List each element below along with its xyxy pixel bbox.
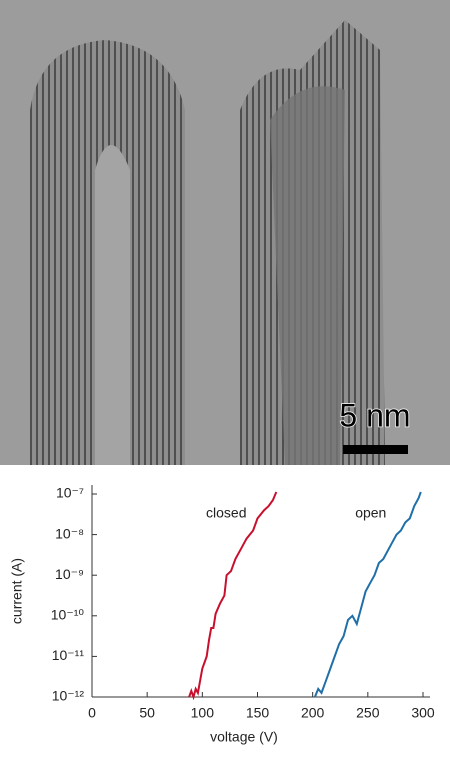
chart: voltage (V) current (A) 0 50 100 150 200 250 3…: [9, 485, 435, 745]
x-tick-label: 300: [411, 705, 435, 721]
y-tick-label: 10⁻¹²: [52, 688, 85, 704]
series-line: [188, 491, 278, 701]
x-tick-label: 100: [191, 705, 215, 721]
y-tick-label: 10⁻⁸: [55, 525, 84, 541]
x-axis-label: voltage (V): [210, 729, 278, 745]
amorphous-region: [270, 86, 345, 465]
x-tick-label: 200: [301, 705, 325, 721]
scale-label: 5 nm: [339, 397, 410, 433]
micrograph: 5 nm: [0, 0, 450, 465]
series-label: open: [355, 505, 386, 521]
x-tick-label: 250: [356, 705, 380, 721]
x-tick-label: 150: [246, 705, 270, 721]
series-label: closed: [206, 505, 246, 521]
y-tick-label: 10⁻¹⁰: [51, 607, 85, 623]
x-tick-label: 50: [139, 705, 155, 721]
x-tick-label: 0: [88, 705, 96, 721]
scale-bar: [343, 445, 408, 454]
series-line: [313, 491, 422, 698]
y-tick-label: 10⁻⁷: [56, 485, 84, 501]
y-tick-label: 10⁻⁹: [55, 566, 84, 582]
nanotube-core: [95, 145, 130, 465]
y-tick-label: 10⁻¹¹: [52, 647, 85, 663]
y-axis-label: current (A): [9, 558, 25, 624]
